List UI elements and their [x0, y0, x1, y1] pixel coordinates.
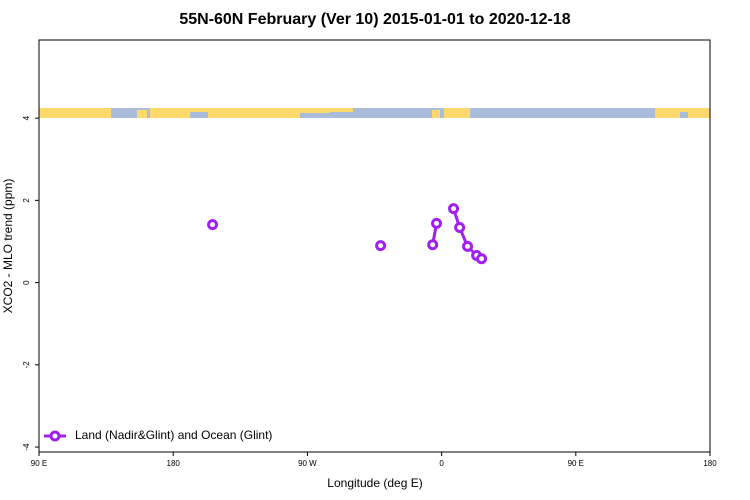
x-tick-label: 0 — [439, 459, 444, 468]
data-point — [454, 221, 466, 233]
data-point — [448, 203, 460, 215]
x-tick-label: 180 — [703, 459, 717, 468]
x-tick-label: 180 — [167, 459, 181, 468]
x-tick-label: 90 E — [31, 459, 47, 468]
y-tick-label: -4 — [22, 443, 31, 451]
y-tick-label: -2 — [22, 361, 31, 369]
y-axis-label: XCO2 - MLO trend (ppm) — [1, 179, 15, 314]
data-point — [431, 217, 443, 229]
y-tick-label: 0 — [22, 280, 31, 285]
map-strip — [39, 108, 710, 118]
x-axis-label: Longitude (deg E) — [327, 476, 422, 490]
data-point — [427, 239, 439, 251]
data-point — [375, 240, 387, 252]
legend-marker — [49, 430, 61, 442]
data-point — [476, 253, 488, 265]
y-tick-label: 4 — [22, 115, 31, 120]
data-point — [207, 219, 219, 231]
x-tick-label: 90 W — [298, 459, 317, 468]
chart-title: 55N-60N February (Ver 10) 2015-01-01 to … — [179, 11, 570, 28]
data-point — [462, 240, 474, 252]
plot-frame — [38, 39, 711, 453]
legend-label: Land (Nadir&Glint) and Ocean (Glint) — [75, 428, 272, 442]
y-tick-label: 2 — [22, 198, 31, 203]
x-tick-label: 90 E — [568, 459, 584, 468]
